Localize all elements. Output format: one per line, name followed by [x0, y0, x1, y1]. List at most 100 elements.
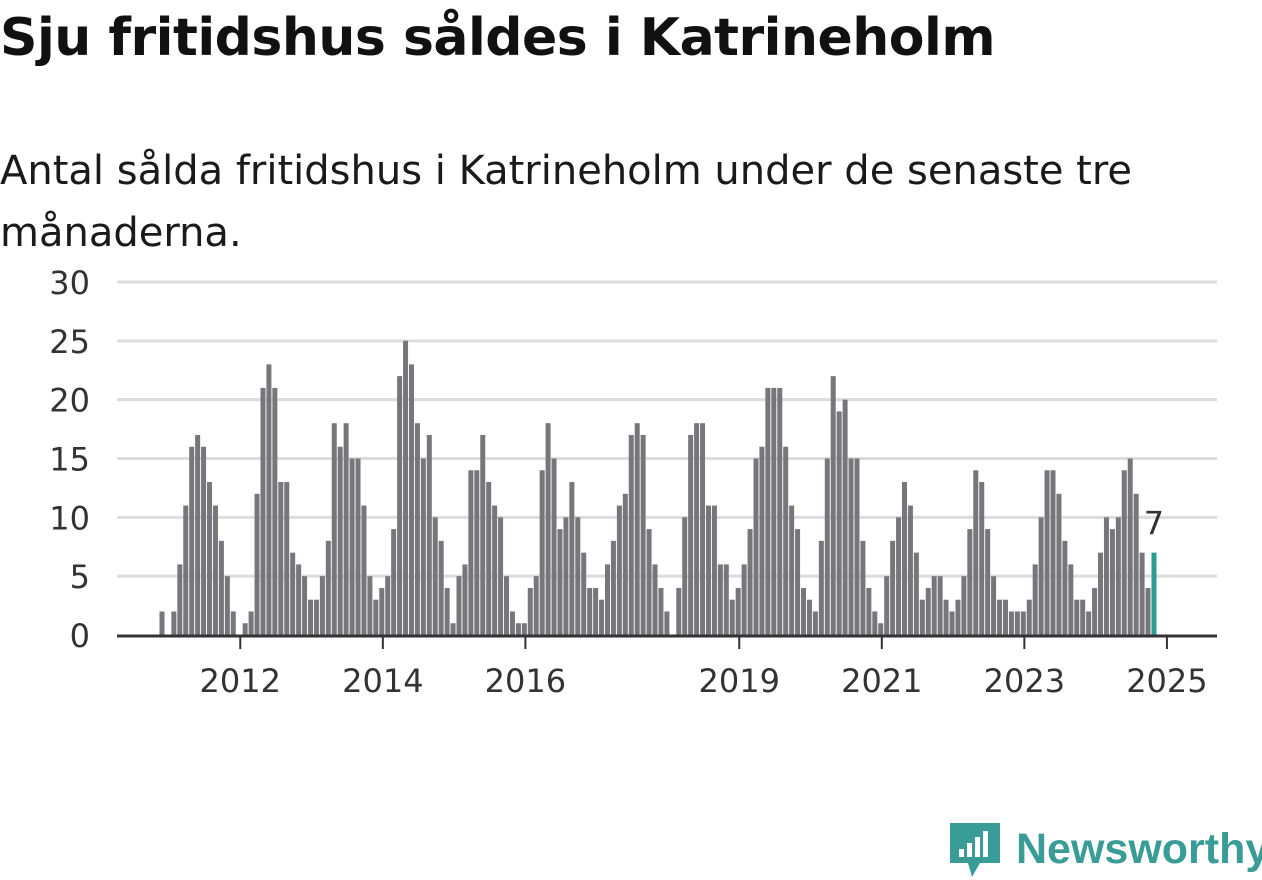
- bar: [1032, 564, 1038, 635]
- bar: [866, 587, 872, 635]
- bar: [694, 423, 700, 635]
- bar: [242, 623, 248, 635]
- bar: [658, 587, 664, 635]
- bar: [1068, 564, 1074, 635]
- bar: [795, 529, 801, 635]
- bar: [337, 446, 343, 635]
- bar: [705, 505, 711, 635]
- bar: [569, 482, 575, 635]
- bar: [313, 599, 319, 635]
- bar: [1074, 599, 1080, 635]
- chart-title: Sju fritidshus såldes i Katrineholm: [0, 8, 996, 68]
- bar: [1056, 493, 1062, 635]
- bar: [480, 434, 486, 635]
- bar: [664, 611, 670, 635]
- bar: [212, 505, 218, 635]
- bar: [628, 434, 634, 635]
- bar: [266, 364, 272, 635]
- bar-latest: [1151, 552, 1157, 635]
- bar: [919, 599, 925, 635]
- bar: [652, 564, 658, 635]
- bar: [474, 470, 480, 635]
- bar: [599, 599, 605, 635]
- bar: [1121, 470, 1127, 635]
- bar: [379, 587, 385, 635]
- bar: [432, 517, 438, 635]
- bar: [581, 552, 587, 635]
- bar: [836, 411, 842, 635]
- bar: [902, 482, 907, 635]
- bar: [296, 564, 302, 635]
- bar: [355, 458, 361, 635]
- bar: [991, 576, 997, 635]
- bar: [1050, 470, 1056, 635]
- bar: [1020, 611, 1026, 635]
- bar: [753, 458, 759, 635]
- x-tick-label: 2023: [984, 662, 1065, 700]
- bar: [587, 587, 593, 635]
- bar: [1062, 540, 1068, 635]
- bar: [1080, 599, 1086, 635]
- bar: [913, 552, 919, 635]
- bar: [1038, 517, 1044, 635]
- bar: [700, 423, 706, 635]
- bar: [842, 399, 848, 635]
- bar: [438, 540, 444, 635]
- bar: [492, 505, 498, 635]
- y-tick-label: 0: [70, 617, 90, 655]
- bar: [527, 587, 533, 635]
- x-axis-labels: 2012 2014 2016 2019 2021 2023 2025: [200, 662, 1208, 700]
- bar: [1008, 611, 1014, 635]
- bar: [979, 482, 985, 635]
- bar: [224, 576, 230, 635]
- bar: [884, 576, 890, 635]
- y-axis-labels: 0 5 10 15 20 25 30: [49, 264, 90, 655]
- y-tick-label: 10: [49, 499, 90, 537]
- bar: [1092, 587, 1098, 635]
- chart-subtitle: Antal sålda fritidshus i Katrineholm und…: [0, 148, 1133, 256]
- bar: [955, 599, 961, 635]
- bar: [593, 587, 599, 635]
- bars: [159, 340, 1157, 635]
- x-axis-ticks: [239, 637, 1168, 649]
- bar: [325, 540, 331, 635]
- bar: [444, 587, 450, 635]
- bar: [183, 505, 189, 635]
- bar: [533, 576, 539, 635]
- bar: [854, 458, 860, 635]
- newsworthy-brand[interactable]: Newsworthy: [950, 818, 1262, 880]
- bar: [1014, 611, 1020, 635]
- bar: [729, 599, 735, 635]
- bar: [385, 576, 391, 635]
- bar: [1086, 611, 1092, 635]
- bar: [248, 611, 254, 635]
- bar: [498, 517, 504, 635]
- brand-name: Newsworthy: [1016, 824, 1262, 873]
- bar: [872, 611, 878, 635]
- bar: [1098, 552, 1104, 635]
- y-tick-label: 5: [70, 558, 90, 596]
- bar: [747, 529, 753, 635]
- bar: [1103, 517, 1109, 635]
- bar: [949, 611, 955, 635]
- bar: [349, 458, 355, 635]
- x-tick-label: 2025: [1126, 662, 1207, 700]
- bar: [610, 540, 616, 635]
- bar: [634, 423, 640, 635]
- bar: [343, 423, 349, 635]
- bar: [331, 423, 337, 635]
- bar: [907, 505, 913, 635]
- bar: [723, 564, 729, 635]
- bar: [367, 576, 373, 635]
- x-tick-label: 2016: [485, 662, 566, 700]
- bar: [177, 564, 183, 635]
- bar: [622, 493, 628, 635]
- bar: [189, 446, 195, 635]
- bar: [319, 576, 325, 635]
- bar: [741, 564, 747, 635]
- bar: [1109, 529, 1115, 635]
- bar: [1115, 517, 1121, 635]
- bar: [1127, 458, 1133, 635]
- bar: [486, 482, 492, 635]
